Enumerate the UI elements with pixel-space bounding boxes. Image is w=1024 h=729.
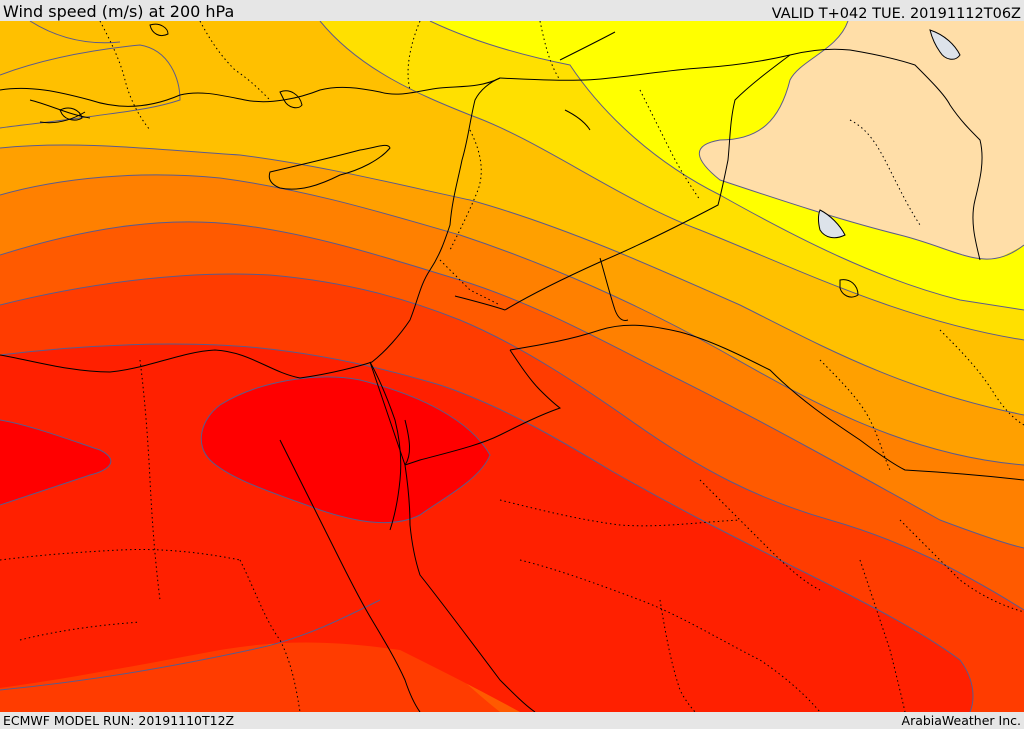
- band-yellow-east: [980, 245, 1024, 310]
- header-bar: Wind speed (m/s) at 200 hPa VALID T+042 …: [0, 0, 1024, 22]
- credit-label: ArabiaWeather Inc.: [901, 713, 1021, 728]
- admin-borders: [0, 21, 1024, 712]
- coastlines: [0, 23, 961, 712]
- model-run-label: ECMWF MODEL RUN: 20191110T12Z: [3, 713, 235, 728]
- wind-speed-map: [0, 21, 1024, 712]
- valid-time-label: VALID T+042 TUE. 20191112T06Z: [771, 6, 1021, 22]
- country-borders: [369, 48, 1024, 481]
- band-core-west: [0, 420, 111, 505]
- contour-lines: [0, 21, 1024, 712]
- chart-title: Wind speed (m/s) at 200 hPa: [3, 2, 235, 21]
- band-core: [201, 377, 491, 523]
- map-canvas: [0, 21, 1024, 712]
- footer-bar: ECMWF MODEL RUN: 20191110T12Z ArabiaWeat…: [0, 712, 1024, 729]
